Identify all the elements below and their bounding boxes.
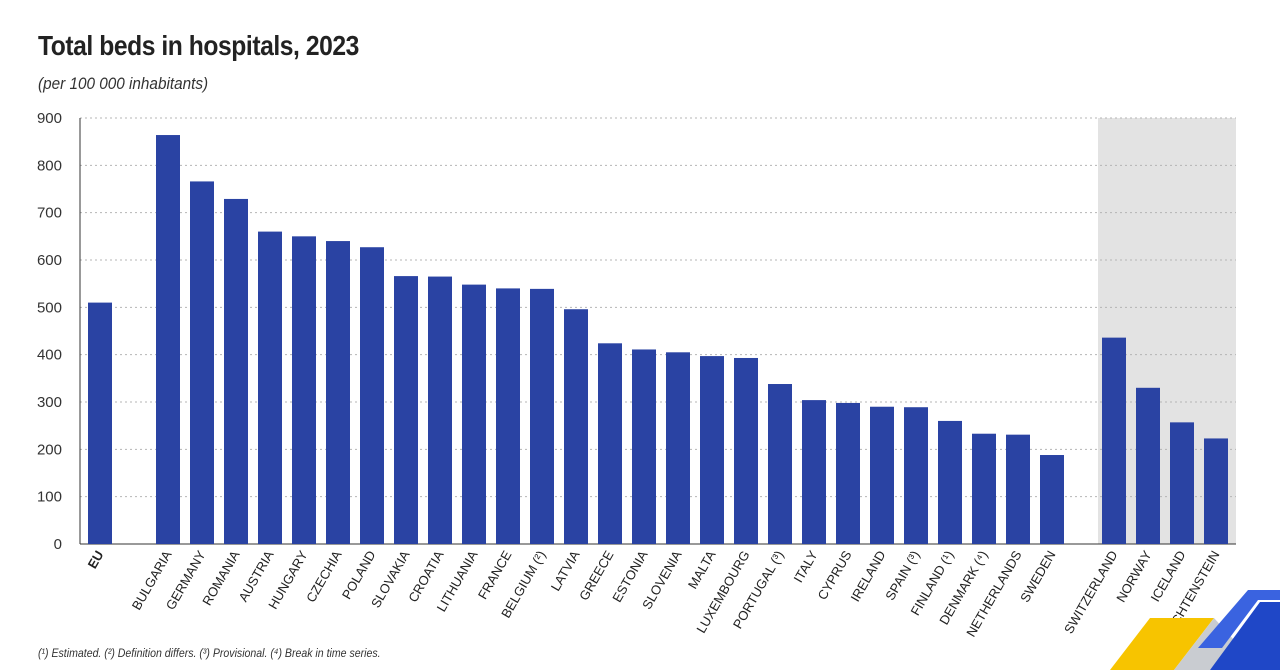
bar-malta: [700, 356, 724, 544]
bar-germany: [190, 181, 214, 544]
y-tick-label: 500: [37, 299, 62, 316]
bar-finland: [938, 420, 962, 544]
bar-spain: [904, 407, 928, 544]
bar-france: [496, 288, 520, 544]
bar-liechtenstein: [1204, 438, 1228, 544]
bar-slovakia: [394, 276, 418, 544]
bar-czechia: [326, 241, 350, 545]
bar-portugal: [768, 384, 792, 544]
y-tick-label: 900: [37, 110, 62, 127]
x-tick-label: EU: [85, 548, 107, 571]
bar-bulgaria: [156, 135, 180, 545]
bar-netherlands: [1006, 434, 1030, 544]
bar-switzerland: [1102, 337, 1126, 544]
y-tick-label: 400: [37, 347, 62, 364]
x-tick-label: LATVIA: [548, 548, 583, 594]
bar-iceland: [1170, 422, 1194, 544]
bar-croatia: [428, 276, 452, 544]
y-tick-label: 700: [37, 205, 62, 222]
y-tick-label: 300: [37, 394, 62, 411]
chart-footnote: (¹) Estimated. (²) Definition differs. (…: [38, 646, 381, 660]
bar-denmark: [972, 433, 996, 544]
y-tick-label: 0: [54, 536, 62, 553]
x-tick-label: ITALY: [791, 548, 821, 585]
bar-belgium: [530, 288, 554, 544]
bar-norway: [1136, 387, 1160, 544]
x-tick-label: MALTA: [685, 548, 719, 592]
bar-eu: [88, 302, 112, 544]
bar-italy: [802, 400, 826, 544]
bar-latvia: [564, 309, 588, 544]
chart-title: Total beds in hospitals, 2023: [38, 30, 359, 61]
bar-poland: [360, 247, 384, 544]
bar-hungary: [292, 236, 316, 545]
y-tick-label: 600: [37, 252, 62, 269]
y-tick-label: 100: [37, 489, 62, 506]
bar-lithuania: [462, 284, 486, 544]
y-tick-label: 200: [37, 441, 62, 458]
bar-austria: [258, 231, 282, 544]
eurostat-logo-icon: [1110, 590, 1280, 670]
bar-cyprus: [836, 402, 860, 544]
chart-subtitle: (per 100 000 inhabitants): [38, 74, 209, 93]
bar-sweden: [1040, 455, 1064, 544]
bar-estonia: [632, 349, 656, 544]
y-tick-label: 800: [37, 157, 62, 174]
bar-slovenia: [666, 352, 690, 544]
bar-ireland: [870, 406, 894, 544]
bar-luxembourg: [734, 357, 758, 544]
bar-romania: [224, 198, 248, 544]
bar-greece: [598, 343, 622, 544]
